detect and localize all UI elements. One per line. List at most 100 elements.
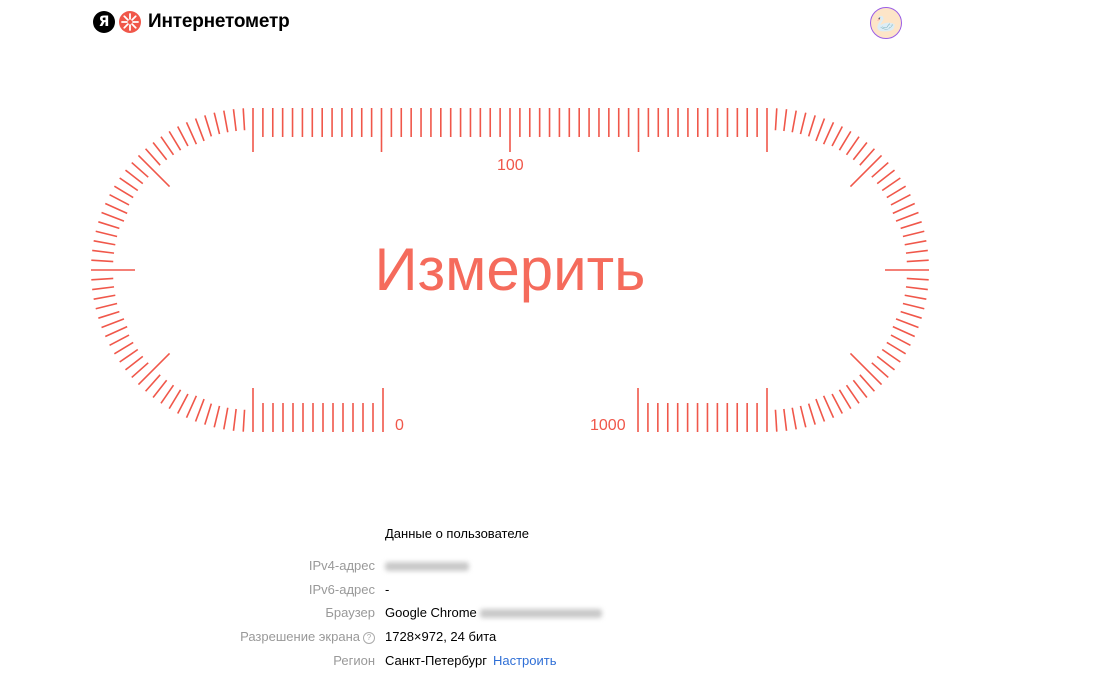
tick	[194, 118, 205, 142]
tick	[93, 294, 116, 300]
tick	[892, 325, 916, 338]
tick	[119, 177, 139, 192]
tick	[91, 259, 114, 263]
tick	[213, 112, 221, 135]
tick	[902, 302, 925, 310]
region-name: Санкт-Петербург	[385, 653, 487, 668]
tick	[831, 126, 843, 147]
tick	[852, 141, 868, 161]
browser-value: Google Chrome	[385, 605, 603, 620]
tick	[822, 121, 835, 145]
tick	[859, 374, 876, 392]
tick	[131, 161, 149, 178]
measure-button[interactable]: Измерить	[300, 230, 720, 310]
tick	[124, 355, 144, 371]
tick	[895, 318, 919, 329]
tick	[168, 130, 182, 151]
tick	[91, 277, 114, 281]
ipv4-label: IPv4-адрес	[308, 558, 375, 573]
tick	[881, 348, 901, 363]
region-value: Санкт-Петербург Настроить	[385, 653, 557, 668]
configure-region-link[interactable]: Настроить	[492, 653, 557, 668]
goose-avatar-icon: 🦢	[876, 13, 896, 33]
resolution-label: Разрешение экрана?	[240, 629, 375, 644]
tick	[113, 185, 134, 199]
ipv6-value: -	[385, 582, 390, 597]
tick	[93, 240, 116, 246]
tick	[144, 148, 161, 166]
tick	[791, 407, 797, 430]
logo[interactable]: Я Интернетометр	[93, 11, 290, 33]
tick	[144, 374, 161, 392]
tick	[906, 277, 929, 281]
tick	[185, 395, 198, 419]
tick	[871, 362, 889, 379]
row-ipv6: IPv6-адрес -	[0, 582, 1114, 602]
tick	[807, 115, 816, 137]
help-icon[interactable]: ?	[363, 632, 375, 644]
tick	[838, 130, 852, 151]
tick	[109, 194, 130, 206]
tick	[799, 405, 807, 428]
tick	[113, 341, 134, 355]
tick	[131, 362, 149, 379]
tick	[815, 118, 826, 142]
tick	[92, 286, 115, 291]
yandex-logo-icon: Я	[93, 11, 115, 33]
tick	[119, 348, 139, 363]
tick	[905, 286, 928, 291]
tick	[838, 389, 852, 410]
tick	[890, 194, 911, 206]
tick	[881, 177, 901, 192]
tick	[886, 185, 907, 199]
tick	[886, 341, 907, 355]
tick	[204, 403, 213, 425]
tick	[807, 403, 816, 425]
speedometer-logo-icon	[119, 11, 141, 33]
tick	[904, 240, 927, 246]
tick	[799, 112, 807, 135]
tick	[185, 121, 198, 145]
major-tick	[137, 352, 171, 386]
ipv4-value	[385, 558, 469, 573]
tick	[104, 202, 128, 215]
speed-gauge	[91, 108, 929, 432]
tick	[859, 148, 876, 166]
tick	[124, 169, 144, 185]
resolution-value: 1728×972, 24 бита	[385, 629, 497, 644]
tick	[223, 110, 229, 133]
tick	[98, 310, 120, 319]
tick	[242, 409, 246, 432]
tick	[160, 136, 175, 156]
tick	[101, 318, 125, 329]
tick	[104, 325, 128, 338]
scale-label-100: 100	[497, 157, 524, 174]
resolution-label-text: Разрешение экрана	[240, 629, 360, 644]
tick	[160, 384, 175, 404]
tick	[774, 409, 778, 432]
tick	[232, 109, 237, 132]
tick	[852, 379, 868, 399]
row-resolution: Разрешение экрана? 1728×972, 24 бита	[0, 629, 1114, 649]
tick	[109, 334, 130, 346]
tick	[177, 126, 189, 147]
tick	[904, 294, 927, 300]
tick	[98, 221, 120, 230]
tick	[845, 136, 860, 156]
tick	[831, 393, 843, 414]
user-avatar[interactable]: 🦢	[870, 7, 902, 39]
row-browser: Браузер Google Chrome	[0, 605, 1114, 625]
row-region: Регион Санкт-Петербург Настроить	[0, 653, 1114, 673]
tick	[177, 393, 189, 414]
major-tick	[849, 154, 883, 188]
tick	[168, 389, 182, 410]
tick	[101, 211, 125, 222]
tick	[213, 405, 221, 428]
tick	[815, 398, 826, 422]
tick	[92, 249, 115, 254]
tick	[791, 110, 797, 133]
brand-name: Интернетометр	[148, 11, 290, 32]
tick	[783, 109, 788, 132]
tick	[876, 169, 896, 185]
tick	[845, 384, 860, 404]
